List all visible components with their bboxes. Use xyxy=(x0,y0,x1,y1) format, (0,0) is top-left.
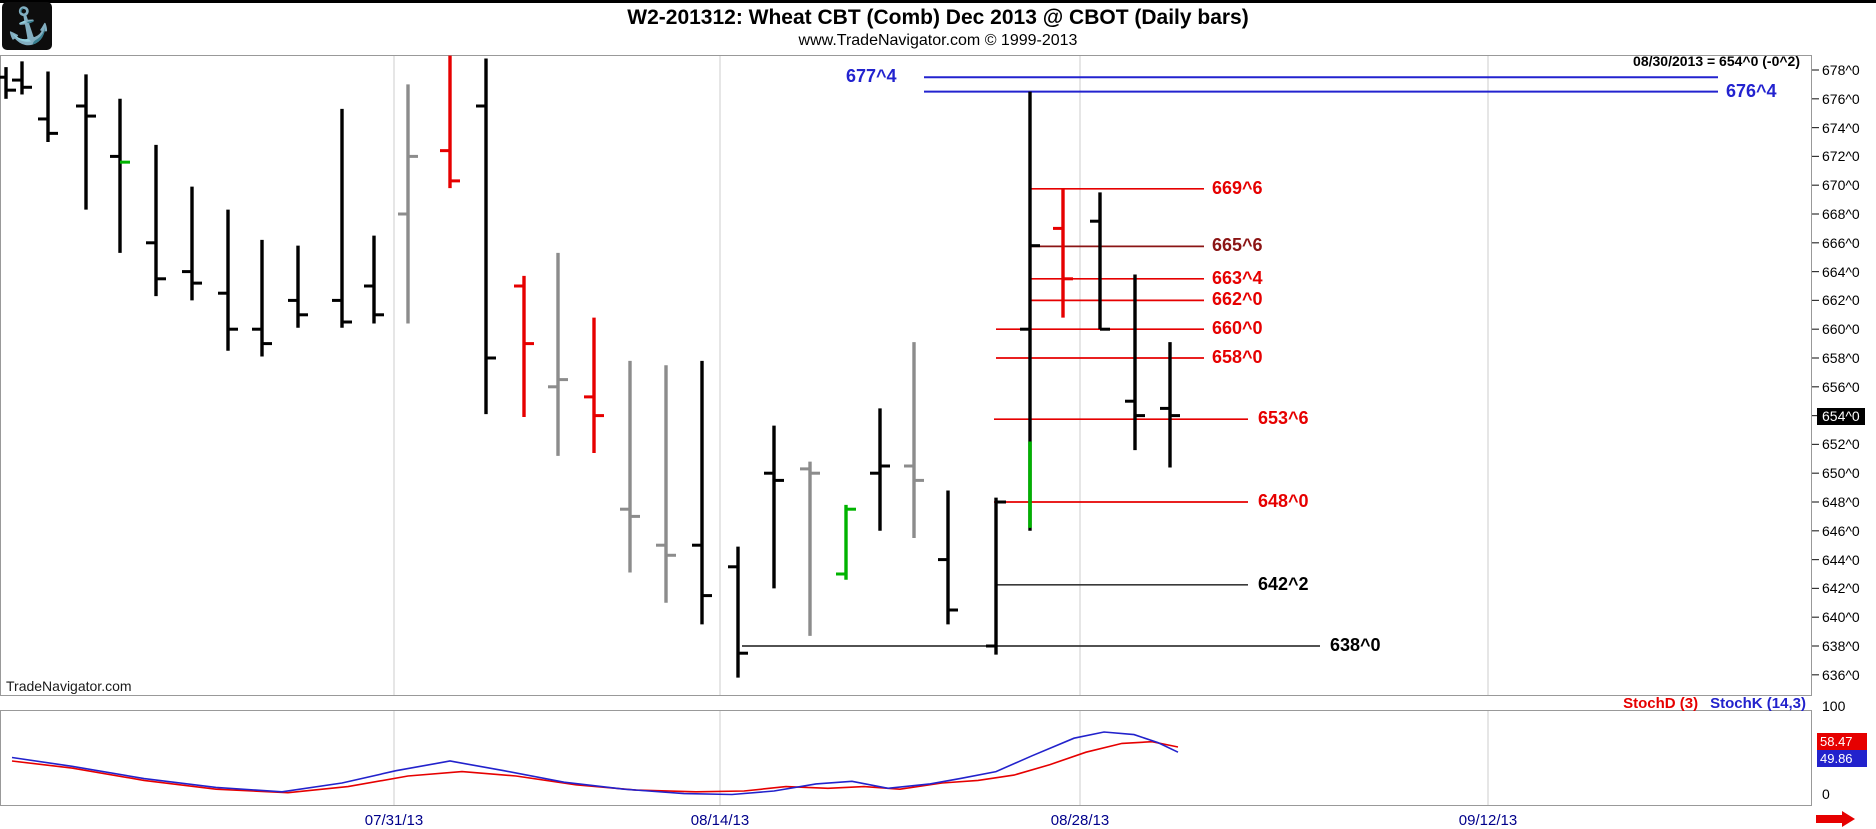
price-axis-label: 640^0 xyxy=(1822,609,1860,626)
price-level-label[interactable]: 662^0 xyxy=(1212,289,1263,310)
stoch-scale-bottom: 0 xyxy=(1822,786,1830,802)
price-axis-label: 664^0 xyxy=(1822,263,1860,280)
price-axis-label: 668^0 xyxy=(1822,206,1860,222)
price-axis-label: 672^0 xyxy=(1822,148,1860,165)
arrow-head xyxy=(1842,811,1855,827)
price-axis-label: 670^0 xyxy=(1822,177,1860,194)
last-price-axis-label: 654^0 xyxy=(1817,407,1865,425)
price-axis-label: 666^0 xyxy=(1822,234,1860,251)
price-level-label[interactable]: 676^4 xyxy=(1726,80,1777,101)
price-axis[interactable]: 678^0 676^0 674^0 672^0 670^0 668^0 666^0 664^0… xyxy=(1812,0,1876,828)
price-level-label[interactable]: 660^0 xyxy=(1212,318,1263,339)
price-axis-label: 642^0 xyxy=(1822,580,1860,597)
stochd-legend-label[interactable]: StochD (3) xyxy=(1623,695,1699,712)
app-logo[interactable]: ⚓ xyxy=(0,0,54,51)
date-axis-label: 08/28/13 xyxy=(1050,812,1110,829)
date-axis-label: 08/14/13 xyxy=(690,812,750,829)
stochk-value-badge: 49.86 xyxy=(1817,750,1867,767)
price-axis-label: 678^0 xyxy=(1822,62,1860,78)
price-axis-label: 646^0 xyxy=(1822,522,1860,539)
price-axis-label: 650^0 xyxy=(1822,465,1860,482)
price-axis-label: 644^0 xyxy=(1822,551,1860,568)
price-level-label[interactable]: 669^6 xyxy=(1212,177,1263,198)
price-level-label[interactable]: 638^0 xyxy=(1330,635,1381,655)
price-level-label[interactable]: 665^6 xyxy=(1212,235,1263,256)
price-level-label[interactable]: 658^0 xyxy=(1212,347,1263,367)
ohlc-bars xyxy=(0,55,1180,678)
price-level-label[interactable]: 642^2 xyxy=(1258,573,1309,594)
stochastic-lines xyxy=(11,731,1179,796)
stochd-value-badge: 58.47 xyxy=(1817,733,1867,750)
chart-subtitle: www.TradeNavigator.com © 1999-2013 xyxy=(798,32,1078,49)
price-level-label[interactable]: 677^4 xyxy=(846,66,897,87)
price-axis-label: 662^0 xyxy=(1822,292,1860,309)
chart-title: W2-201312: Wheat CBT (Comb) Dec 2013 @ C… xyxy=(627,6,1249,29)
last-price-readout: 08/30/2013 = 654^0 (-0^2) xyxy=(1633,53,1800,69)
watermark: TradeNavigator.com xyxy=(6,678,132,694)
price-axis-label: 660^0 xyxy=(1822,321,1860,338)
price-axis-ticks xyxy=(1812,69,1819,676)
date-axis-label: 07/31/13 xyxy=(364,812,424,829)
price-axis-label: 656^0 xyxy=(1822,378,1860,395)
price-axis-label: 648^0 xyxy=(1822,494,1860,510)
arrow-shaft xyxy=(1816,815,1842,823)
price-axis-label: 638^0 xyxy=(1822,638,1860,654)
price-axis-label: 658^0 xyxy=(1822,350,1860,366)
price-level-label[interactable]: 653^6 xyxy=(1258,408,1309,429)
price-axis-label: 636^0 xyxy=(1822,666,1860,683)
price-axis-label: 676^0 xyxy=(1822,90,1860,107)
panel-borders xyxy=(0,55,1812,806)
price-axis-label: 652^0 xyxy=(1822,436,1860,453)
stochastic-legend: StochD (3) StochK (14,3) xyxy=(1350,695,1806,712)
price-level-label[interactable]: 663^4 xyxy=(1212,267,1263,288)
right-arrow-icon xyxy=(1816,811,1860,827)
price-level-label[interactable]: 648^0 xyxy=(1258,491,1309,511)
date-axis-label: 09/12/13 xyxy=(1458,812,1518,829)
anchor-icon: ⚓ xyxy=(0,0,54,51)
price-axis-label: 674^0 xyxy=(1822,119,1860,136)
top-border-line xyxy=(0,0,1876,3)
stochk-legend-label[interactable]: StochK (14,3) xyxy=(1710,695,1806,712)
stoch-scale-top: 100 xyxy=(1822,698,1846,714)
gridlines xyxy=(393,56,1489,805)
